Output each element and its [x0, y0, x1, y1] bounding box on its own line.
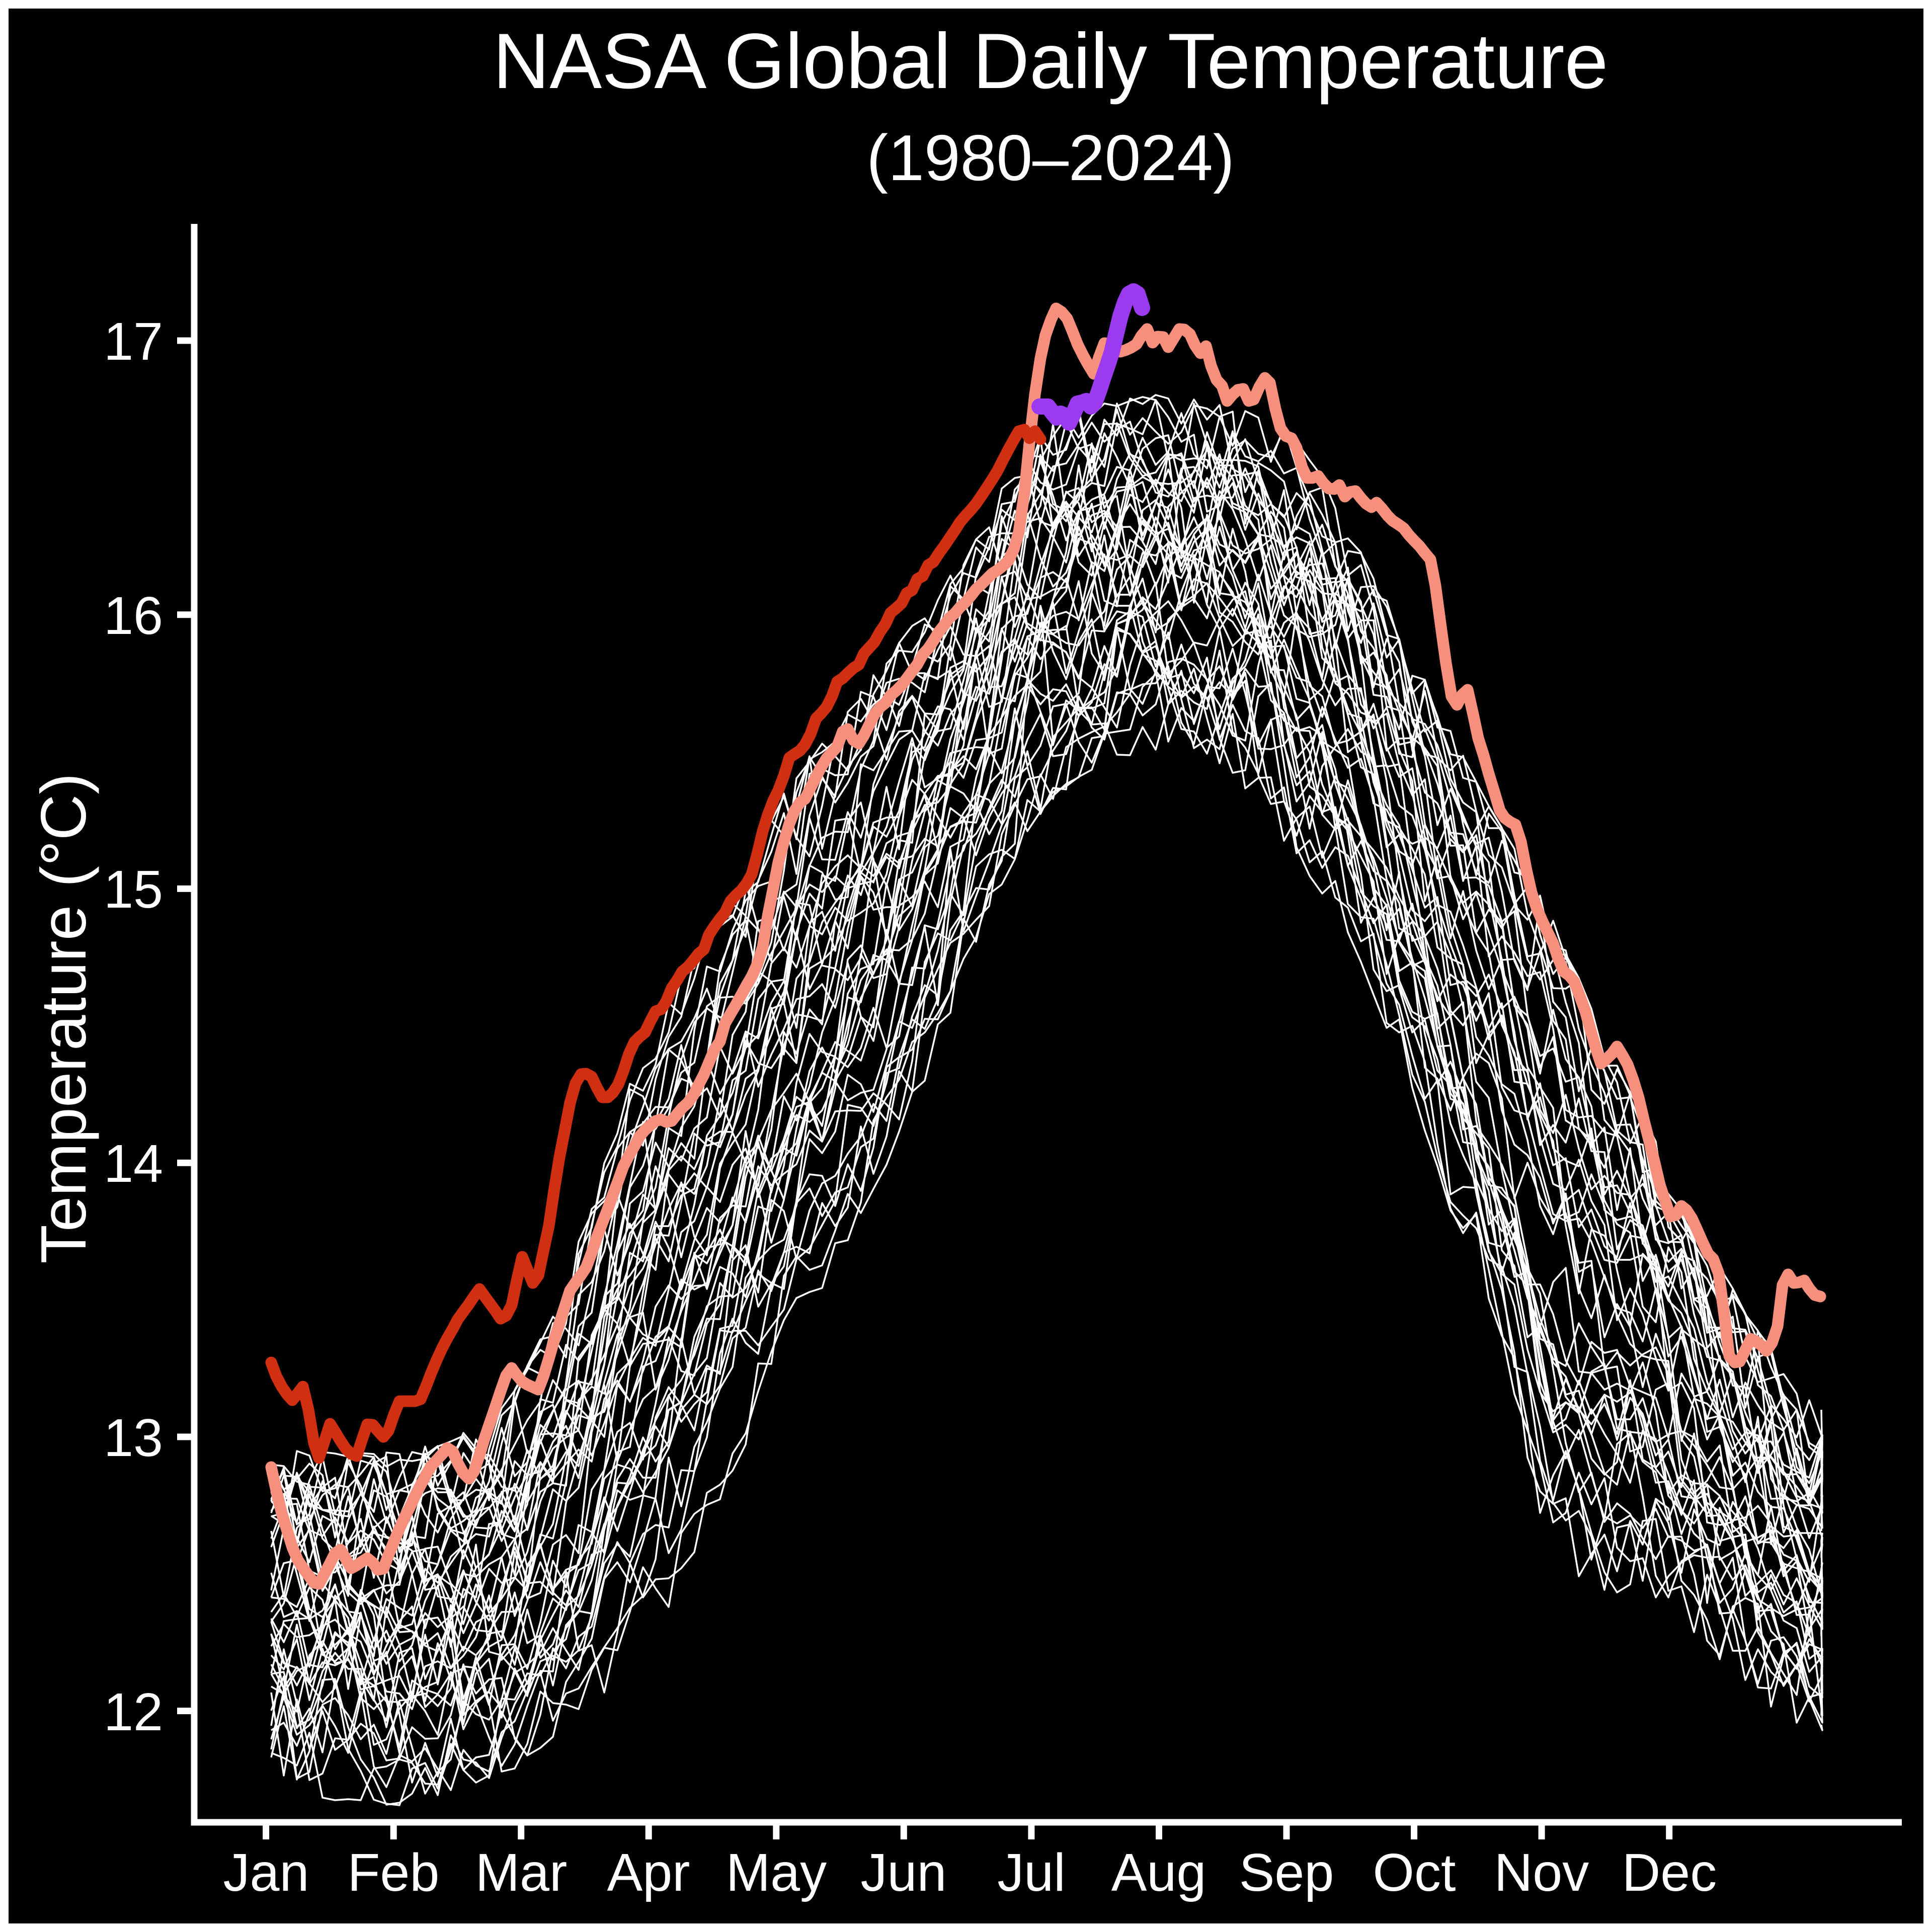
svg-text:(1980–2024): (1980–2024)	[866, 122, 1235, 194]
svg-text:Feb: Feb	[348, 1843, 440, 1902]
svg-text:12: 12	[104, 1682, 163, 1742]
svg-text:13: 13	[104, 1408, 163, 1468]
svg-text:Apr: Apr	[607, 1843, 690, 1902]
svg-text:17: 17	[104, 312, 163, 371]
svg-text:Jan: Jan	[223, 1843, 309, 1902]
svg-text:16: 16	[104, 586, 163, 646]
svg-text:Dec: Dec	[1622, 1843, 1717, 1902]
svg-text:Nov: Nov	[1494, 1843, 1589, 1902]
svg-text:Aug: Aug	[1111, 1843, 1206, 1902]
svg-text:Temperature (°C): Temperature (°C)	[28, 773, 99, 1263]
svg-text:NASA Global Daily Temperature: NASA Global Daily Temperature	[493, 18, 1608, 105]
svg-text:Oct: Oct	[1373, 1843, 1456, 1902]
svg-text:14: 14	[104, 1134, 163, 1193]
svg-text:Mar: Mar	[475, 1843, 568, 1902]
svg-text:15: 15	[104, 860, 163, 919]
svg-text:Jul: Jul	[997, 1843, 1066, 1902]
svg-text:May: May	[726, 1843, 827, 1902]
svg-text:Jun: Jun	[861, 1843, 947, 1902]
svg-text:Sep: Sep	[1239, 1843, 1334, 1902]
